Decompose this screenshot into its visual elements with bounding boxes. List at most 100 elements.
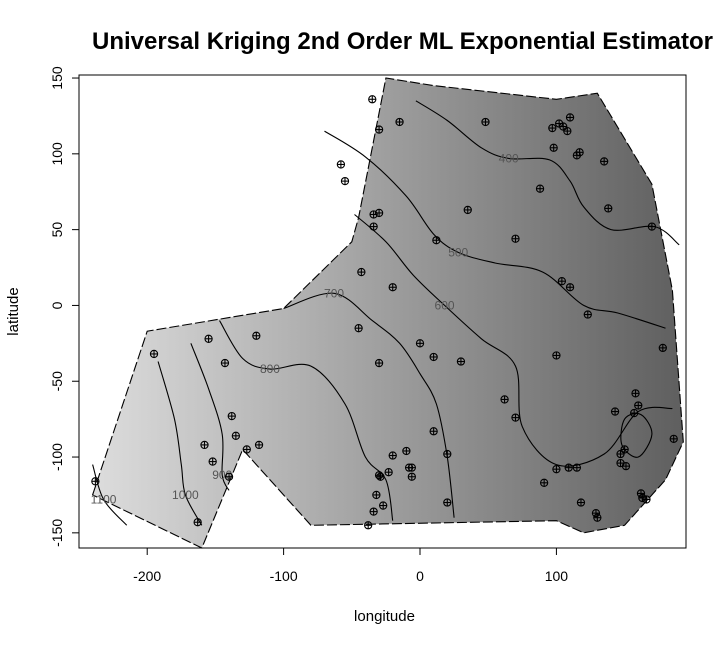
sample-point <box>647 222 657 231</box>
sample-point <box>354 324 363 333</box>
sample-point <box>369 222 378 231</box>
sample-point <box>376 472 385 481</box>
sample-point <box>364 521 373 530</box>
sample-point <box>429 427 438 436</box>
sample-point <box>583 310 592 319</box>
y-axis: -150 -100 -50 0 50 100 150 <box>49 66 79 547</box>
sample-point <box>539 478 549 487</box>
sample-point <box>149 349 159 359</box>
sample-point <box>429 352 438 362</box>
sample-point <box>576 498 586 507</box>
chart-title: Universal Kriging 2nd Order ML Exponenti… <box>92 28 713 55</box>
sample-point <box>552 465 561 474</box>
contour-labels: 400 500 600 700 800 900 1000 1100 <box>91 151 519 506</box>
contour-line-700 <box>283 292 455 518</box>
sample-point <box>642 495 651 504</box>
contour-line-1000 <box>157 361 203 526</box>
y-tick-label: 50 <box>49 222 65 238</box>
contour-label-500: 500 <box>448 245 468 259</box>
x-tick-label: -200 <box>133 568 161 584</box>
sample-point <box>669 434 678 443</box>
x-tick-label: 0 <box>416 568 424 584</box>
sample-points <box>91 95 678 530</box>
y-tick-label: -150 <box>49 519 65 547</box>
sample-point <box>481 117 490 127</box>
sample-point <box>620 445 629 454</box>
sample-point <box>634 401 643 410</box>
sample-point <box>630 408 639 418</box>
x-tick-label: -100 <box>270 568 298 584</box>
sample-point <box>563 126 572 136</box>
sample-point <box>500 395 509 404</box>
contour-label-1000: 1000 <box>172 488 199 502</box>
y-tick-label: 0 <box>49 301 65 309</box>
contour-label-800: 800 <box>260 362 280 376</box>
contour-line-800 <box>219 320 394 521</box>
sample-point <box>242 445 251 454</box>
sample-point <box>204 334 213 343</box>
sample-point <box>374 358 384 368</box>
sample-point <box>395 117 404 127</box>
sample-point <box>604 204 613 213</box>
sample-point <box>368 95 377 104</box>
sample-point <box>463 205 472 215</box>
sample-point <box>575 148 584 157</box>
sample-point <box>220 358 230 368</box>
contour-line-900 <box>190 343 230 491</box>
sample-point <box>511 413 520 422</box>
sample-point <box>552 351 561 360</box>
sample-point <box>565 283 575 292</box>
sample-point <box>407 472 416 481</box>
sample-point <box>564 463 573 472</box>
sample-point <box>374 208 384 218</box>
sample-point <box>372 490 381 500</box>
sample-point <box>340 176 350 186</box>
sample-point <box>374 125 384 134</box>
sample-point <box>227 411 236 421</box>
contour-lines <box>92 100 680 526</box>
sample-point <box>535 184 545 193</box>
sample-point <box>443 449 452 459</box>
estimated-region <box>91 77 684 549</box>
contour-label-900: 900 <box>212 468 232 482</box>
sample-point <box>593 513 602 522</box>
sample-point <box>415 339 425 348</box>
sample-point <box>548 123 557 133</box>
sample-point <box>565 113 575 122</box>
sample-point <box>572 463 582 472</box>
sample-point <box>616 449 625 459</box>
contour-line-400 <box>415 100 680 246</box>
sample-point <box>658 343 667 353</box>
sample-point <box>610 407 620 416</box>
sample-point <box>638 493 647 503</box>
sample-point <box>511 234 520 243</box>
y-axis-label: latitude <box>5 287 22 335</box>
sample-point <box>208 457 217 466</box>
sample-point <box>591 508 601 518</box>
contour-line-600 <box>354 214 673 467</box>
sample-point <box>407 463 416 472</box>
sample-point <box>369 507 378 516</box>
sample-point <box>336 160 346 169</box>
sample-point <box>600 157 609 166</box>
sample-point <box>388 283 397 292</box>
contour-line-1100 <box>92 464 128 526</box>
contour-label-600: 600 <box>435 298 455 312</box>
sample-point <box>456 357 466 366</box>
sample-point <box>357 267 366 277</box>
sample-point <box>231 431 241 440</box>
closed-contour-0 <box>620 412 653 458</box>
y-tick-label: 100 <box>49 142 65 166</box>
sample-point <box>432 236 441 245</box>
contour-line-500 <box>324 130 666 329</box>
x-axis: -200 -100 0 100 <box>133 547 569 584</box>
contour-label-400: 400 <box>499 151 519 165</box>
x-axis-label: longitude <box>354 608 415 625</box>
y-tick-label: -100 <box>49 443 65 471</box>
sample-point <box>379 501 388 510</box>
sample-point <box>254 440 264 450</box>
sample-point <box>557 277 567 286</box>
sample-point <box>224 472 234 481</box>
x-tick-label: 100 <box>545 568 569 584</box>
